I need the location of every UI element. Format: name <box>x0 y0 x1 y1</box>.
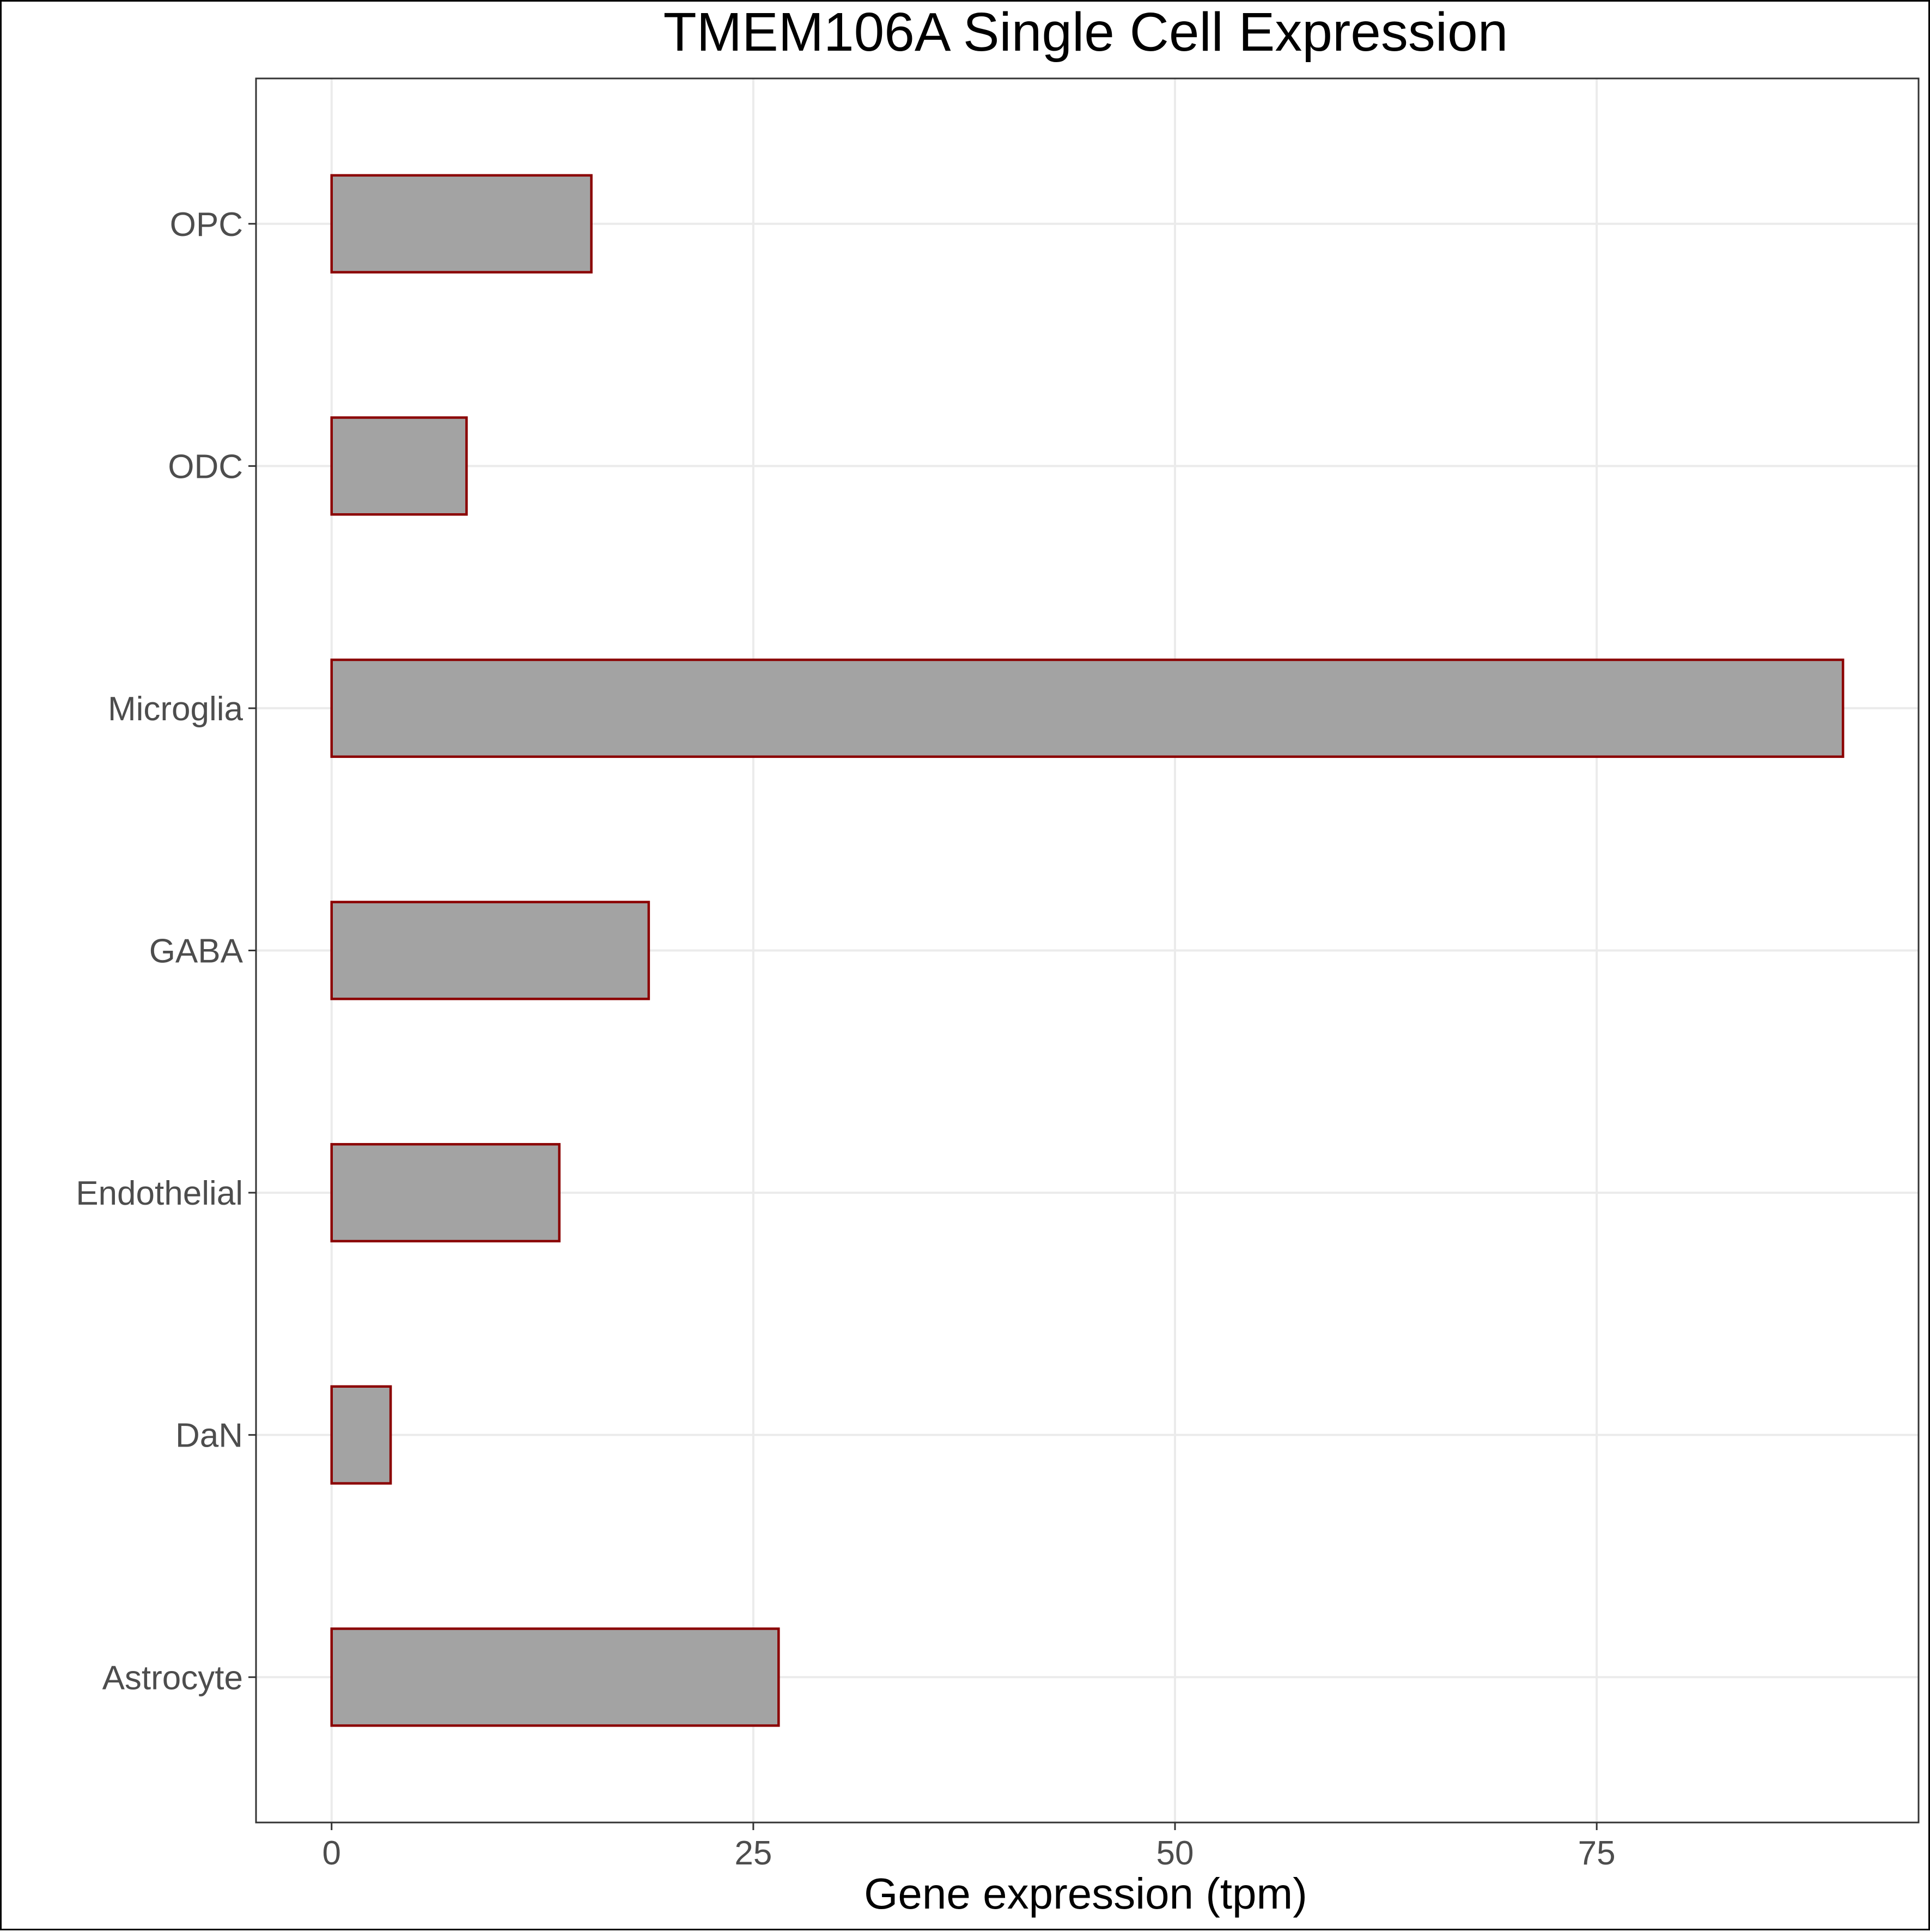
y-tick-label: Microglia <box>108 690 243 728</box>
bar-endothelial <box>330 1143 561 1243</box>
y-tick-label: ODC <box>168 448 243 485</box>
x-tick-label: 50 <box>1156 1834 1194 1872</box>
x-tick-label: 25 <box>734 1834 772 1872</box>
y-tick-label: Astrocyte <box>102 1659 243 1697</box>
y-tick-label: DaN <box>175 1417 243 1455</box>
y-axis: Astrocyte DaN Endothelial GABA Microglia ODC O… <box>76 206 256 1697</box>
y-tick-label: GABA <box>149 933 243 970</box>
bar-odc <box>330 416 468 516</box>
bar-opc <box>330 174 593 274</box>
x-axis: 0 25 50 75 <box>322 1822 1616 1872</box>
x-tick-label: 0 <box>322 1834 340 1872</box>
y-tick-label: OPC <box>170 206 243 244</box>
bars <box>330 174 1844 1727</box>
x-axis-title: Gene expression (tpm) <box>864 1869 1307 1918</box>
x-tick-label: 75 <box>1578 1834 1616 1872</box>
chart-title: TMEM106A Single Cell Expression <box>663 2 1508 63</box>
bar-microglia <box>330 658 1844 758</box>
y-tick-label: Endothelial <box>76 1175 243 1212</box>
bar-dan <box>330 1385 392 1485</box>
bar-astrocyte <box>330 1627 780 1727</box>
bar-gaba <box>330 901 650 1000</box>
